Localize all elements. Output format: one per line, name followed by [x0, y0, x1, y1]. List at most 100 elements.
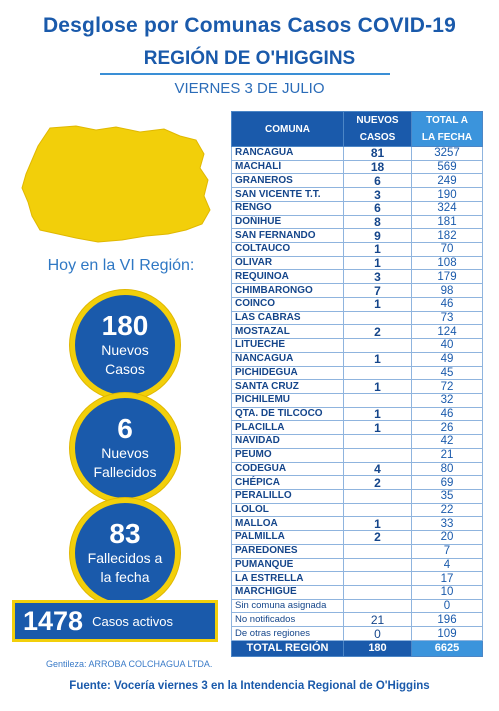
row-total: 10: [411, 585, 483, 600]
table-row: CHÉPICA 2 69: [231, 475, 483, 490]
row-comuna: De otras regiones: [231, 626, 344, 641]
active-cases-box: 1478 Casos activos: [12, 600, 218, 642]
table-row: OLIVAR 1 108: [231, 256, 483, 271]
row-total: 182: [411, 228, 483, 244]
table-row: SAN VICENTE T.T. 3 190: [231, 187, 483, 202]
row-nuevos: 1: [343, 379, 412, 394]
table-row: LA ESTRELLA 17: [231, 571, 483, 586]
table-row: COLTAUCO 1 70: [231, 242, 483, 257]
table-row: MACHALÍ 18 569: [231, 160, 483, 175]
row-nuevos: [343, 544, 412, 559]
row-total: 179: [411, 269, 483, 285]
table-row: PICHILEMU 32: [231, 393, 483, 408]
table-header-row: COMUNA NUEVOS CASOS TOTAL A LA FECHA: [231, 111, 483, 147]
row-total: 45: [411, 366, 483, 381]
new-deaths-value: 6: [117, 413, 133, 444]
table-total-row: TOTAL REGIÓN 180 6625: [231, 639, 483, 657]
table-row: LAS CABRAS 73: [231, 311, 483, 326]
row-total: 26: [411, 420, 483, 436]
row-nuevos: [343, 599, 412, 614]
table-row: CHIMBARONGO 7 98: [231, 283, 483, 298]
row-comuna: CHÉPICA: [231, 475, 344, 490]
row-total: 190: [411, 187, 483, 202]
table-row: SANTA CRUZ 1 72: [231, 379, 483, 394]
table-row: PLACILLA 1 26: [231, 420, 483, 436]
page-title: Desglose por Comunas Casos COVID-19: [42, 14, 457, 37]
header-total: TOTAL A LA FECHA: [411, 111, 483, 147]
row-total: 124: [411, 324, 483, 340]
title-divider: [100, 73, 390, 75]
row-comuna: GRANEROS: [231, 173, 344, 189]
row-total: 181: [411, 215, 483, 230]
row-comuna: PALMILLA: [231, 530, 344, 545]
row-total: 35: [411, 489, 483, 504]
row-nuevos: [343, 585, 412, 600]
table-row: QTA. DE TILCOCO 1 46: [231, 407, 483, 422]
row-nuevos: 1: [343, 256, 412, 271]
source-note: Fuente: Vocería viernes 3 en la Intenden…: [69, 680, 430, 692]
row-comuna: NANCAGUA: [231, 352, 344, 367]
table-row: PUMANQUE 4: [231, 558, 483, 573]
table-row: SAN FERNANDO 9 182: [231, 228, 483, 244]
row-comuna: NAVIDAD: [231, 434, 344, 449]
row-comuna: DOÑIHUE: [231, 215, 344, 230]
row-total: 21: [411, 448, 483, 463]
table-row: DOÑIHUE 8 181: [231, 215, 483, 230]
new-cases-label: Nuevos Casos: [101, 342, 149, 377]
table-row: MALLOA 1 33: [231, 516, 483, 532]
total-nuevos: 180: [343, 639, 412, 657]
row-comuna: PUMANQUE: [231, 558, 344, 573]
row-comuna: MACHALÍ: [231, 160, 344, 175]
row-comuna: PAREDONES: [231, 544, 344, 559]
row-nuevos: 3: [343, 187, 412, 202]
row-nuevos: [343, 434, 412, 449]
total-acumulado: 6625: [411, 639, 483, 657]
row-nuevos: [343, 338, 412, 353]
table-row: NANCAGUA 1 49: [231, 352, 483, 367]
row-comuna: LAS CABRAS: [231, 311, 344, 326]
table-row: PAREDONES 7: [231, 544, 483, 559]
row-comuna: No notificados: [231, 612, 344, 628]
region-title: REGIÓN DE O'HIGGINS: [143, 48, 356, 69]
row-total: 4: [411, 558, 483, 573]
row-nuevos: 2: [343, 324, 412, 340]
row-nuevos: 8: [343, 215, 412, 230]
row-total: 72: [411, 379, 483, 394]
row-comuna: COLTAUCO: [231, 242, 344, 257]
row-comuna: QTA. DE TILCOCO: [231, 407, 344, 422]
table-row: GRANEROS 6 249: [231, 173, 483, 189]
row-nuevos: 4: [343, 462, 412, 477]
row-nuevos: 21: [343, 612, 412, 628]
table-row: De otras regiones 0 109: [231, 626, 483, 641]
row-nuevos: 1: [343, 516, 412, 532]
row-comuna: RANCAGUA: [231, 146, 344, 161]
report-date: VIERNES 3 DE JULIO: [174, 80, 325, 97]
row-comuna: RENGO: [231, 201, 344, 216]
region-map-icon: [21, 125, 211, 243]
row-nuevos: [343, 448, 412, 463]
new-cases-badge: 180 Nuevos Casos: [70, 290, 180, 400]
new-cases-value: 180: [101, 310, 149, 341]
row-nuevos: [343, 489, 412, 504]
row-total: 0: [411, 599, 483, 614]
row-nuevos: 2: [343, 475, 412, 490]
row-total: 46: [411, 407, 483, 422]
table-row: RENGO 6 324: [231, 201, 483, 216]
table-row: LITUECHE 40: [231, 338, 483, 353]
row-nuevos: 18: [343, 160, 412, 175]
row-comuna: LA ESTRELLA: [231, 571, 344, 586]
row-total: 46: [411, 297, 483, 312]
total-deaths-label: Fallecidos a la fecha: [87, 550, 163, 585]
row-total: 249: [411, 173, 483, 189]
row-nuevos: 2: [343, 530, 412, 545]
header-comuna: COMUNA: [231, 111, 344, 147]
row-total: 40: [411, 338, 483, 353]
row-nuevos: [343, 366, 412, 381]
row-total: 70: [411, 242, 483, 257]
row-comuna: SAN VICENTE T.T.: [231, 187, 344, 202]
row-nuevos: 1: [343, 297, 412, 312]
row-total: 3257: [411, 146, 483, 161]
row-comuna: PLACILLA: [231, 420, 344, 436]
table-row: MARCHIGÜE 10: [231, 585, 483, 600]
row-comuna: SANTA CRUZ: [231, 379, 344, 394]
